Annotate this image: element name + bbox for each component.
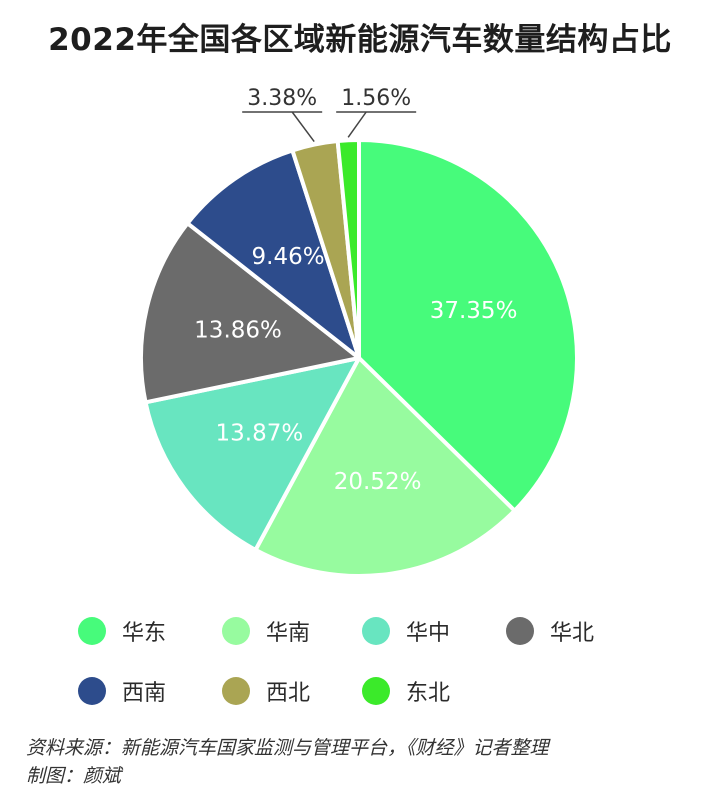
legend-label: 西北	[266, 681, 311, 706]
legend-swatch	[222, 677, 250, 705]
chart-title: 2022年全国各区域新能源汽车数量结构占比	[48, 22, 672, 58]
legend-swatch	[362, 617, 390, 645]
pie-slice-7	[335, 138, 361, 360]
source-note: 资料来源：新能源汽车国家监测与管理平台，《财经》记者整理 制图：颜斌	[26, 734, 549, 790]
slice-label-5: 9.46%	[252, 244, 325, 270]
pie-slice-3	[143, 356, 361, 552]
legend-label: 西南	[122, 681, 167, 706]
legend-item: 东北	[362, 675, 450, 707]
legend-swatch	[362, 677, 390, 705]
legend-label: 华东	[122, 621, 167, 646]
slice-label-4: 13.86%	[194, 318, 282, 344]
legend-swatch	[222, 617, 250, 645]
legend: 华东 华南 华中 华北西南 西北 东北	[0, 600, 720, 720]
slice-label-6: 3.38%	[247, 86, 317, 111]
legend-item: 华中	[362, 615, 450, 647]
legend-swatch	[78, 617, 106, 645]
legend-item: 华东	[78, 615, 166, 647]
legend-label: 华南	[266, 621, 311, 646]
pie-slice-4	[139, 221, 361, 405]
legend-item: 西北	[222, 675, 310, 707]
pie-slice-2	[253, 356, 517, 578]
credit-line: 制图：颜斌	[26, 765, 122, 787]
legend-label: 华北	[550, 621, 595, 646]
legend-label: 东北	[406, 681, 451, 706]
pie-chart: 37.35% 20.52% 13.87% 13.86% 9.46% 3.38% 1.56%	[139, 86, 579, 578]
leader-line-7	[347, 111, 367, 138]
slice-label-7: 1.56%	[341, 86, 411, 111]
slice-label-2: 20.52%	[334, 469, 422, 495]
legend-item: 华北	[506, 615, 594, 647]
leader-line-6	[291, 111, 315, 143]
slice-label-3: 13.87%	[216, 420, 304, 446]
legend-swatch	[78, 677, 106, 705]
pie-slice-5	[185, 148, 361, 360]
slice-label-1: 37.35%	[430, 298, 518, 324]
legend-item: 华南	[222, 615, 310, 647]
source-line: 资料来源：新能源汽车国家监测与管理平台，《财经》记者整理	[26, 737, 549, 759]
legend-item: 西南	[78, 675, 166, 707]
legend-swatch	[506, 617, 534, 645]
pie-slice-1	[357, 138, 579, 513]
legend-label: 华中	[406, 621, 451, 646]
